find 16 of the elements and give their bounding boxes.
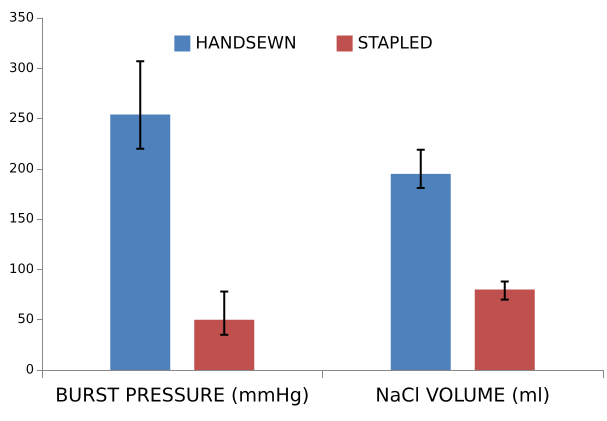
y-tick-label: 150 [9,212,34,227]
x-tick-label: NaCl VOLUME (ml) [375,384,550,406]
y-tick-label: 100 [9,262,34,277]
bar [390,174,451,370]
y-tick-label: 300 [9,60,34,76]
y-tick-label: 50 [17,312,34,328]
y-tick-label: 350 [9,10,34,26]
y-tick-label: 200 [9,161,34,176]
legend-label: STAPLED [358,34,433,54]
bar [194,320,254,370]
bar [474,290,535,370]
bar [110,114,170,370]
x-tick-label: BURST PRESSURE (mmHg) [55,384,310,406]
y-tick-label: 0 [26,362,34,378]
legend-label: HANDSEWN [195,34,297,54]
y-tick-label: 250 [9,111,34,126]
